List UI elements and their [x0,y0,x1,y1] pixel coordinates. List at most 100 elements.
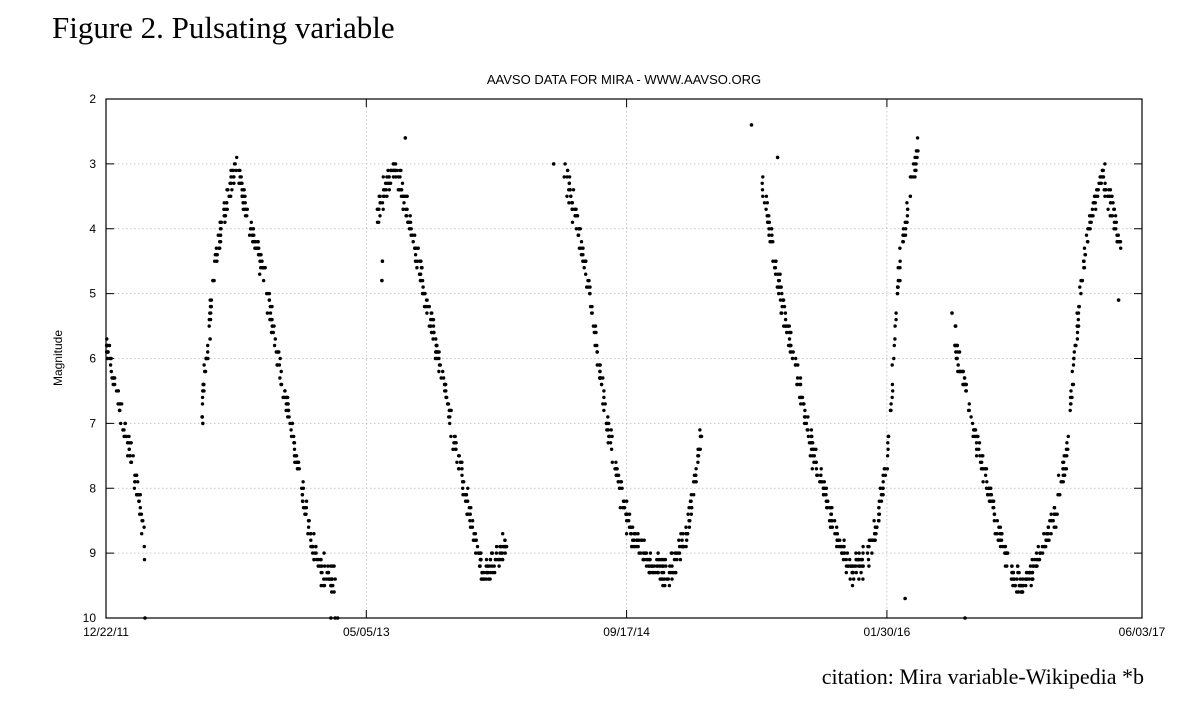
data-point [433,356,438,361]
data-point [1049,512,1053,516]
data-point [915,136,920,140]
data-point [689,512,693,516]
data-point [696,447,700,451]
data-point [1010,564,1014,568]
data-point [116,389,121,393]
data-point [896,285,900,289]
data-point [787,337,792,341]
data-point [479,577,483,581]
data-point [607,434,611,439]
data-point [209,311,213,315]
data-point [699,434,704,439]
data-point [243,194,247,198]
data-point [1011,583,1015,588]
data-point [427,304,431,309]
data-point [637,551,641,555]
data-point [866,557,871,562]
data-point [586,278,590,283]
data-point [976,434,980,439]
data-point [463,493,467,497]
data-point [1106,207,1110,211]
data-point [825,499,830,503]
data-point [670,577,674,581]
data-point [588,291,592,296]
data-point [852,564,857,568]
data-point [437,356,441,361]
data-point [872,519,876,523]
y-tick-label: 9 [89,546,96,560]
data-point [855,557,859,562]
data-point [1001,544,1005,549]
data-point [761,194,765,198]
data-point [609,447,614,451]
data-point [888,408,893,413]
data-point [407,227,412,231]
data-point [292,447,297,451]
data-point [380,259,385,264]
data-point [306,519,311,523]
data-point [503,538,507,542]
data-point [142,544,146,549]
data-point [1099,181,1104,185]
data-point [1082,266,1087,270]
data-point [289,428,293,432]
data-point [439,376,443,380]
x-tick-label: 01/30/16 [864,625,911,639]
data-point [126,454,130,458]
data-point [630,525,635,529]
data-point [306,525,311,529]
data-point [627,512,632,516]
data-point [1055,512,1059,516]
data-point [903,596,907,601]
data-point [292,441,297,445]
data-point [218,240,222,244]
data-point [279,382,284,387]
data-point [327,577,331,581]
data-point [974,447,979,451]
data-point [841,557,846,562]
data-point [300,499,305,503]
data-point [1062,454,1066,458]
data-point [488,557,493,562]
data-point [851,570,855,575]
data-point [995,532,999,536]
data-point [795,382,799,387]
data-point [1068,408,1072,413]
data-point [454,447,458,451]
data-point [969,415,973,419]
data-point [875,525,879,529]
data-point [673,570,677,575]
data-point [129,460,133,464]
data-point [1030,577,1034,581]
data-point [567,175,572,179]
data-point [760,181,764,185]
data-point [322,577,326,581]
data-point [915,155,919,160]
data-point [661,583,665,588]
data-point [998,538,1003,542]
data-point [634,544,639,549]
data-point [200,395,205,400]
data-point [809,434,814,439]
data-point [814,467,819,471]
data-point [804,421,809,426]
data-point [767,233,771,237]
data-point [659,557,663,562]
data-point [225,188,229,192]
data-point [482,570,486,575]
data-point [693,473,698,477]
data-point [980,460,984,464]
data-point [1028,570,1032,575]
data-point [329,616,333,620]
data-point [493,570,497,575]
data-point [842,551,846,555]
data-point [973,434,977,439]
data-point [563,162,567,166]
data-point [308,532,313,536]
data-point [842,544,846,549]
data-point [830,506,834,510]
data-point [415,266,419,270]
data-point [207,324,211,328]
data-point [303,506,307,510]
data-point [212,278,216,283]
